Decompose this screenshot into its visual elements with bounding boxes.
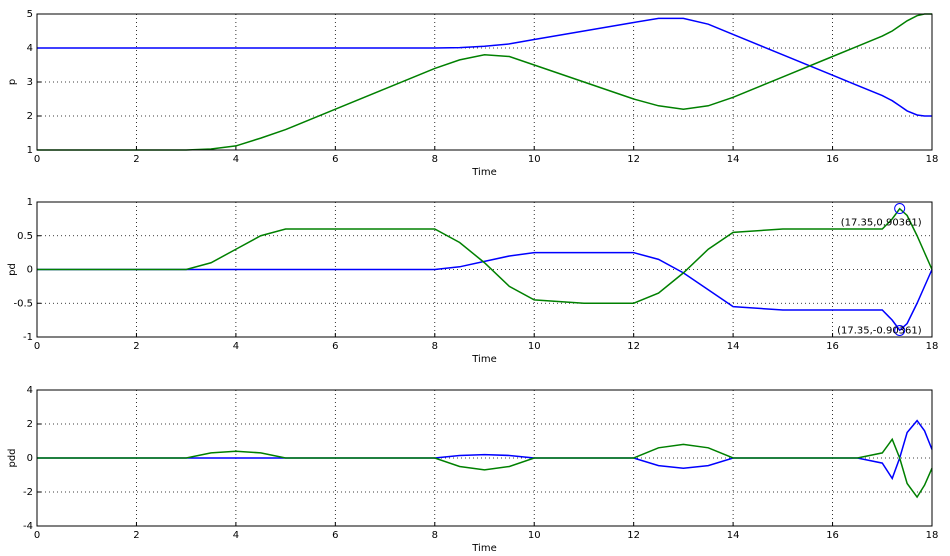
x-tick-label: 14 [727,341,740,352]
y-tick-label: 3 [27,77,33,88]
y-axis-label: pdd [7,448,18,467]
x-tick-label: 10 [528,341,541,352]
x-tick-label: 2 [133,341,139,352]
x-tick-label: 0 [34,154,40,165]
x-tick-label: 8 [432,154,438,165]
x-tick-label: 16 [826,530,839,541]
x-tick-label: 0 [34,341,40,352]
x-tick-label: 4 [233,154,239,165]
y-tick-label: 2 [27,419,33,430]
axes-box [36,201,933,338]
x-tick-label: 16 [826,341,839,352]
y-tick-label: -0.5 [13,298,33,309]
data-line [37,13,932,151]
x-tick-label: 10 [528,154,541,165]
x-tick-label: 12 [627,341,640,352]
x-tick-label: 18 [926,154,939,165]
y-tick-label: 5 [27,9,33,20]
axes-box [36,389,933,527]
y-axis-label: p [7,79,18,85]
axes-box [36,13,933,151]
x-tick-label: 14 [727,154,740,165]
x-axis-label: Time [471,543,496,554]
y-tick-label: 1 [27,197,33,208]
y-tick-label: 4 [27,43,33,54]
plot-area [37,14,932,150]
x-tick-label: 4 [233,341,239,352]
y-tick-label: 0 [27,265,33,276]
y-tick-label: -2 [23,487,33,498]
y-axis-label: pd [7,263,18,276]
annotation-label: (17.35,0.90361) [841,218,922,229]
x-tick-label: 4 [233,530,239,541]
x-tick-label: 12 [627,530,640,541]
y-tick-label: 4 [27,385,33,396]
annotation-marker [894,324,906,336]
x-tick-label: 2 [133,154,139,165]
y-tick-label: 0 [27,453,33,464]
x-tick-label: 8 [432,530,438,541]
annotation-label: (17.35,-0.90361) [837,325,922,336]
y-tick-label: -4 [23,521,33,532]
x-tick-label: 6 [332,530,338,541]
x-tick-label: 6 [332,341,338,352]
y-tick-label: 2 [27,111,33,122]
annotation-marker [894,203,906,215]
x-axis-label: Time [471,167,496,178]
x-tick-label: 8 [432,341,438,352]
x-tick-label: 14 [727,530,740,541]
x-axis-label: Time [471,354,496,365]
data-line [37,437,933,499]
x-tick-label: 6 [332,154,338,165]
y-tick-label: 1 [27,145,33,156]
x-tick-label: 16 [826,154,839,165]
x-tick-label: 10 [528,530,541,541]
x-tick-label: 12 [627,154,640,165]
x-tick-label: 18 [926,530,939,541]
data-line [37,251,933,332]
data-line [37,207,933,304]
data-line [37,17,932,117]
x-tick-label: 18 [926,341,939,352]
y-tick-label: 0.5 [17,231,33,242]
y-tick-label: -1 [23,332,33,343]
x-tick-label: 0 [34,530,40,541]
x-tick-label: 2 [133,530,139,541]
